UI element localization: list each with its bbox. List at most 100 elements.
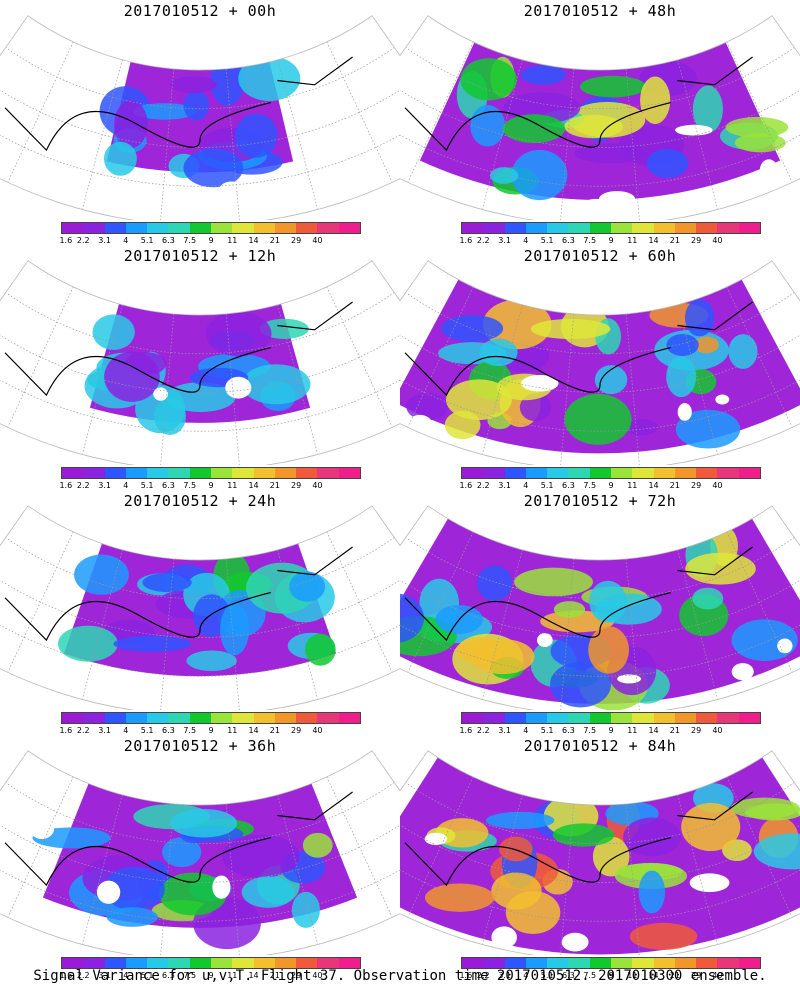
colorbar-tick-label: 21: [669, 236, 680, 245]
colorbar-labels: 1.6 2.2 3.1 4 5.1 6.3 7.5 9 11 14 21 29 40: [59, 481, 360, 491]
field-blob: [406, 393, 448, 421]
field-gap: [715, 394, 730, 405]
meridian-line: [81, 59, 123, 210]
colorbar-swatch: [274, 468, 297, 478]
colorbar-tick-label: 7.5: [183, 481, 197, 490]
colorbar-tick-label: 7.5: [183, 971, 197, 980]
field-blob: [291, 891, 320, 928]
colorbar-swatch: [104, 468, 126, 478]
colorbar: [61, 712, 361, 724]
colorbar-labels: 1.6 2.2 3.1 4 5.1 6.3 7.5 9 11 14 21 29 40: [459, 726, 760, 736]
meridian-line: [326, 531, 393, 673]
colorbar-swatch: [274, 713, 297, 723]
latitude-line: [400, 134, 800, 187]
meridian-line: [225, 803, 240, 955]
colorbar-swatch: [338, 958, 360, 968]
field-gap: [153, 387, 169, 401]
colorbar-swatch: [125, 223, 148, 233]
colorbar-tick-label: 9: [608, 726, 614, 735]
field-blob: [640, 76, 671, 124]
colorbar-tick-label: 2.2: [476, 236, 490, 245]
field-blob: [511, 149, 568, 201]
field-blob: [57, 625, 118, 662]
field-gap: [29, 818, 55, 839]
colorbar-tick-label: 21: [269, 971, 280, 980]
colorbar-swatch: [547, 713, 569, 723]
colorbar-swatch: [210, 223, 233, 233]
field-gap: [689, 873, 730, 893]
field-blob: [104, 351, 160, 402]
colorbar-swatch: [83, 713, 105, 723]
colorbar-tick-label: 6.3: [562, 481, 575, 490]
latitude-line: [5, 782, 395, 845]
field-blob: [162, 837, 202, 868]
colorbar-tick-label: 6.3: [162, 971, 175, 980]
colorbar-tick-label: 4: [523, 726, 529, 735]
meridian-line: [625, 68, 640, 220]
graticule: [400, 776, 800, 955]
colorbar-swatch: [696, 468, 718, 478]
colorbar-swatch: [738, 713, 760, 723]
colorbar-swatch: [717, 468, 739, 478]
variance-map: [400, 750, 800, 955]
field-blob: [170, 76, 217, 94]
colorbar-swatch: [317, 713, 339, 723]
colorbar-tick-label: 11: [227, 481, 238, 490]
panel-title: 2017010512 + 36h: [123, 737, 277, 755]
field-blob: [579, 75, 646, 98]
colorbar-swatch: [147, 958, 169, 968]
colorbar-tick-label: 14: [248, 971, 259, 980]
variance-field: [29, 783, 358, 950]
field-blob: [694, 336, 719, 354]
colorbar-tick-label: 21: [269, 726, 280, 735]
colorbar-tick-label: 4: [523, 236, 529, 245]
field-gap: [118, 202, 133, 216]
field-blob: [684, 299, 715, 337]
colorbar-tick-label: 9: [208, 726, 214, 735]
colorbar-tick-label: 21: [269, 236, 280, 245]
colorbar-swatch: [504, 223, 526, 233]
colorbar-swatch: [589, 958, 611, 968]
map-panel: 2017010512 + 24h 1.6 2.2 3.1 4 5.1 6.3 7.5 9 11 14…: [0, 490, 400, 735]
variance-field: [84, 303, 400, 435]
field-blob: [638, 870, 666, 914]
colorbar-swatch: [462, 713, 484, 723]
map-panel: 2017010512 + 48h 1.6 2.2 3.1 4 5.1 6.3 7.5 9 11 14…: [400, 0, 800, 245]
meridian-line: [560, 313, 575, 465]
colorbar-swatch: [189, 958, 211, 968]
coastline: [404, 791, 753, 887]
latitude-line: [5, 47, 395, 110]
colorbar-swatch: [189, 468, 211, 478]
latitude-line: [405, 292, 795, 355]
variance-map: [400, 505, 800, 710]
field-gap: [424, 832, 448, 846]
colorbar-swatch: [483, 468, 505, 478]
colorbar-swatch: [253, 223, 275, 233]
colorbar-tick-label: 21: [269, 481, 280, 490]
field-blob: [728, 334, 758, 369]
colorbar-tick-label: 7.5: [583, 971, 597, 980]
variance-map: [0, 750, 400, 955]
colorbar-swatch: [253, 468, 275, 478]
field-gap: [35, 668, 56, 677]
colorbar-swatch: [547, 223, 569, 233]
panel-title: 2017010512 + 72h: [523, 492, 677, 510]
coastline: [404, 56, 753, 152]
field-blob: [159, 872, 227, 916]
colorbar-tick-label: 6.3: [562, 726, 575, 735]
colorbar-swatch: [568, 713, 590, 723]
colorbar-swatch: [296, 713, 318, 723]
field-gap: [521, 375, 559, 392]
field-blob: [113, 635, 192, 653]
field-gap: [10, 101, 46, 120]
variance-field: [400, 518, 800, 710]
colorbar-swatch: [632, 958, 654, 968]
colorbar-swatch: [168, 713, 190, 723]
colorbar-tick-label: 3.1: [98, 236, 111, 245]
colorbar-tick-label: 1.6: [59, 481, 73, 490]
colorbar-swatch: [738, 468, 760, 478]
meridian-line: [726, 41, 793, 183]
latitude-line: [400, 624, 800, 677]
field-gap: [408, 414, 432, 431]
colorbar-swatch: [104, 958, 126, 968]
